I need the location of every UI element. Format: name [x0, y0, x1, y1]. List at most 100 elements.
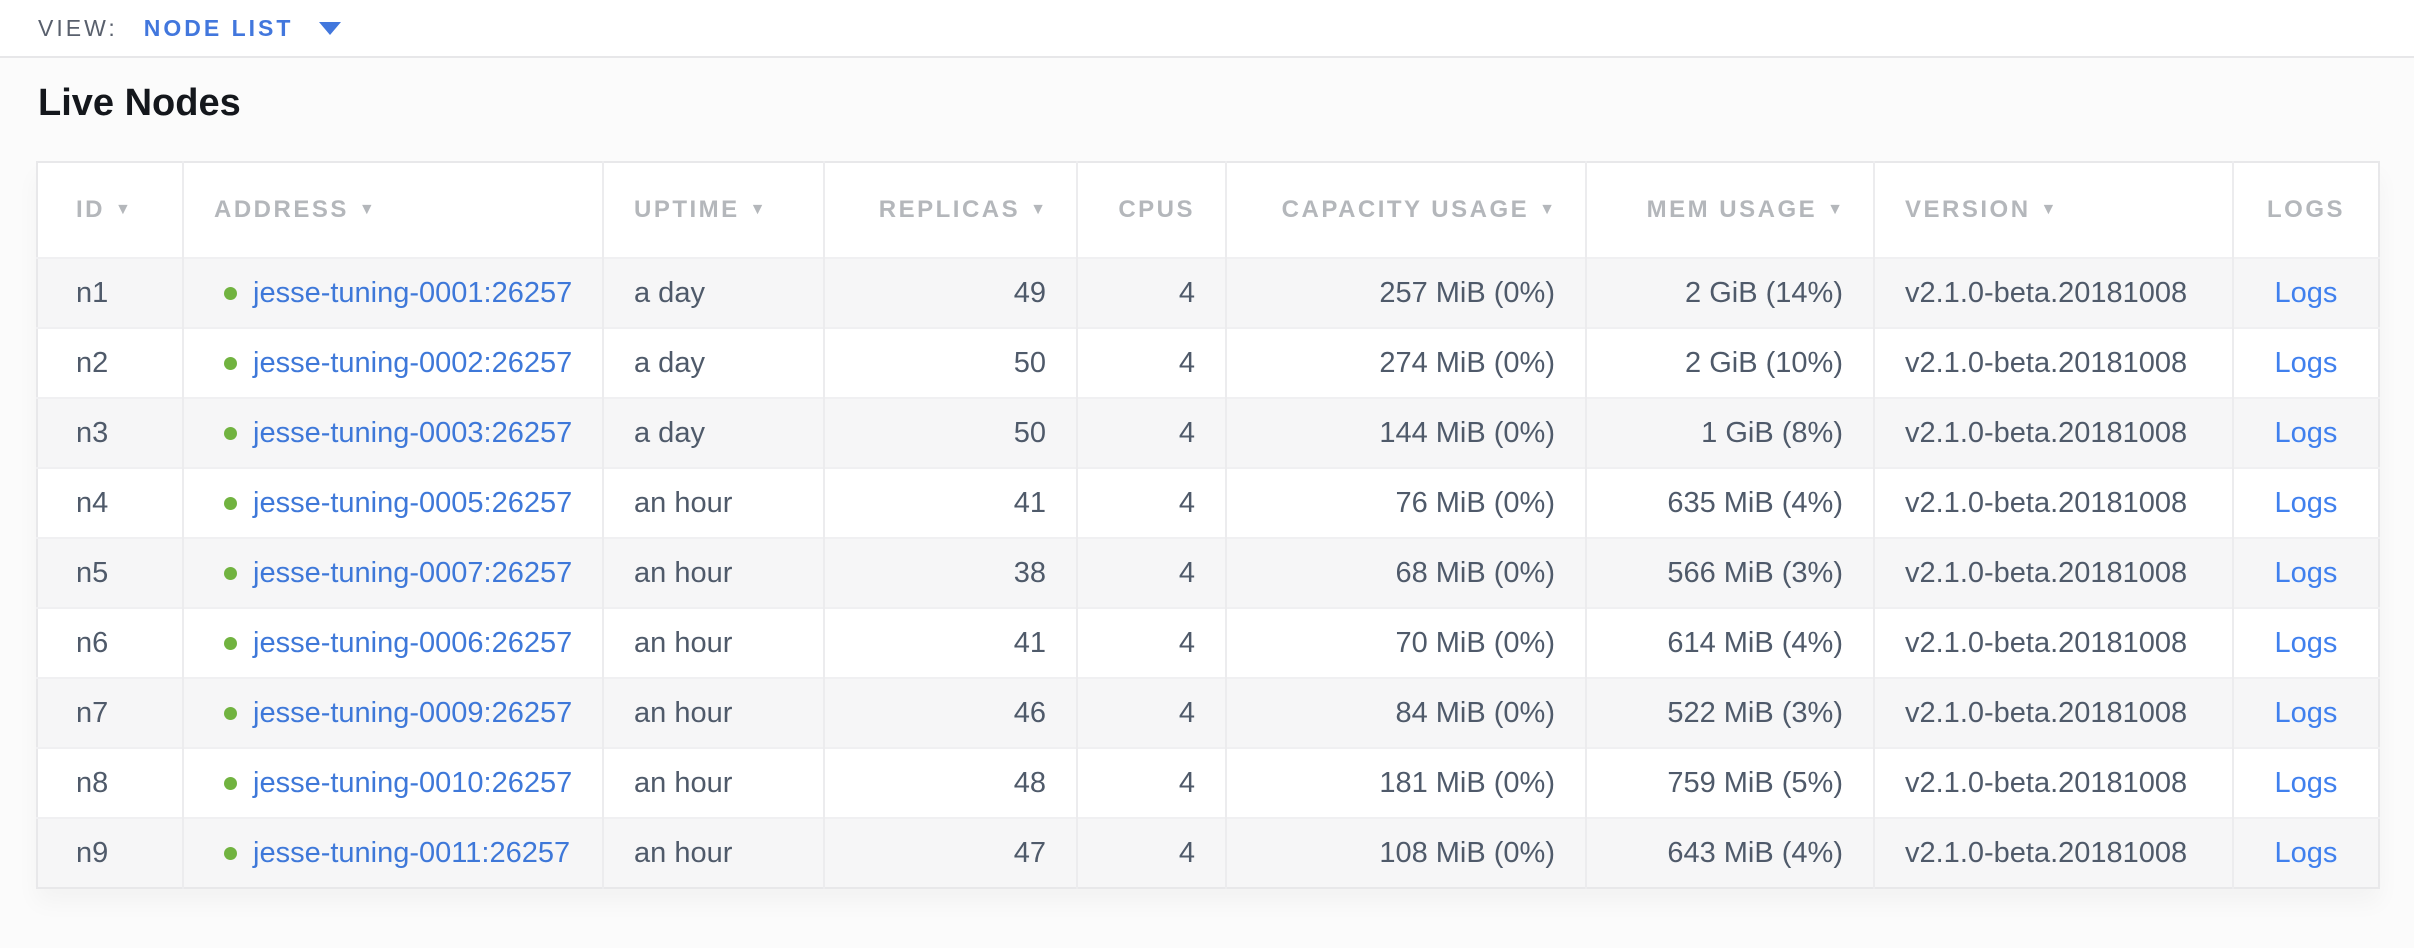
cell-cpus: 4: [1076, 748, 1226, 818]
address-link[interactable]: jesse-tuning-0001:26257: [253, 276, 573, 309]
cell-version: v2.1.0-beta.20181008: [1873, 818, 2233, 888]
logs-link[interactable]: Logs: [2274, 766, 2338, 799]
table-row: n5 jesse-tuning-0007:26257 an hour 38 4 68 Mi…: [37, 538, 2379, 608]
cell-replicas: 47: [823, 818, 1077, 888]
table-row: n8 jesse-tuning-0010:26257 an hour 48 4 181 M…: [37, 748, 2379, 818]
cell-logs: Logs: [2232, 678, 2379, 748]
cell-uptime: a day: [602, 398, 824, 468]
logs-link[interactable]: Logs: [2274, 276, 2338, 309]
cell-capacity: 257 MiB (0%): [1225, 258, 1586, 328]
logs-link[interactable]: Logs: [2274, 556, 2338, 589]
address-link[interactable]: jesse-tuning-0009:26257: [253, 696, 573, 729]
cell-address: jesse-tuning-0009:26257: [182, 678, 603, 748]
cell-address: jesse-tuning-0010:26257: [182, 748, 603, 818]
cell-version: v2.1.0-beta.20181008: [1873, 328, 2233, 398]
table-row: n2 jesse-tuning-0002:26257 a day 50 4 274 MiB…: [37, 328, 2379, 398]
caret-down-icon: ▼: [1030, 201, 1046, 218]
cell-version: v2.1.0-beta.20181008: [1873, 258, 2233, 328]
caret-down-icon: ▼: [358, 201, 375, 218]
green-dot-icon: [224, 356, 237, 370]
caret-down-icon: ▼: [749, 201, 766, 218]
cell-replicas: 48: [823, 748, 1077, 818]
address-link[interactable]: jesse-tuning-0005:26257: [253, 486, 573, 519]
column-header-replicas[interactable]: REPLICAS ▼: [823, 162, 1077, 258]
live-nodes-section: Live Nodes ID ▼ ADDRESS ▼ UPTIME ▼ REPLICAS ▼ CP…: [0, 82, 2414, 889]
cell-logs: Logs: [2232, 398, 2379, 468]
logs-link[interactable]: Logs: [2274, 346, 2338, 379]
green-dot-icon: [224, 636, 237, 650]
table-header-row: ID ▼ ADDRESS ▼ UPTIME ▼ REPLICAS ▼ CPUS CAPACITY …: [37, 162, 2379, 258]
cell-id: n9: [76, 836, 109, 869]
cell-uptime: an hour: [602, 748, 824, 818]
column-header-logs: LOGS: [2232, 162, 2379, 258]
column-header-version[interactable]: VERSION ▼: [1873, 162, 2233, 258]
cell-logs: Logs: [2232, 258, 2379, 328]
green-dot-icon: [224, 776, 237, 790]
column-header-mem[interactable]: MEM USAGE ▼: [1585, 162, 1874, 258]
live-nodes-table: ID ▼ ADDRESS ▼ UPTIME ▼ REPLICAS ▼ CPUS CAPACITY …: [36, 161, 2380, 889]
nodes-table-container: ID ▼ ADDRESS ▼ UPTIME ▼ REPLICAS ▼ CPUS CAPACITY …: [36, 161, 2380, 889]
cell-uptime: an hour: [602, 538, 824, 608]
caret-down-icon: ▼: [2040, 201, 2057, 218]
cell-id: n2: [76, 346, 109, 379]
cell-mem: 643 MiB (4%): [1585, 818, 1874, 888]
cell-replicas: 41: [823, 608, 1077, 678]
table-row: n4 jesse-tuning-0005:26257 an hour 41 4 76 Mi…: [37, 468, 2379, 538]
column-header-address[interactable]: ADDRESS ▼: [182, 162, 603, 258]
cell-uptime: an hour: [602, 608, 824, 678]
table-row: n6 jesse-tuning-0006:26257 an hour 41 4 70 Mi…: [37, 608, 2379, 678]
cell-id: n3: [76, 416, 109, 449]
table-header: ID ▼ ADDRESS ▼ UPTIME ▼ REPLICAS ▼ CPUS CAPACITY …: [37, 162, 2379, 258]
logs-link[interactable]: Logs: [2274, 626, 2338, 659]
cell-version: v2.1.0-beta.20181008: [1873, 468, 2233, 538]
cell-capacity: 68 MiB (0%): [1225, 538, 1586, 608]
address-link[interactable]: jesse-tuning-0010:26257: [253, 766, 573, 799]
cell-mem: 2 GiB (10%): [1585, 328, 1874, 398]
view-dropdown-value: NODE LIST: [143, 14, 294, 41]
cell-version: v2.1.0-beta.20181008: [1873, 748, 2233, 818]
cell-uptime: a day: [602, 258, 824, 328]
cell-uptime: an hour: [602, 678, 824, 748]
cell-capacity: 76 MiB (0%): [1225, 468, 1586, 538]
cell-cpus: 4: [1076, 468, 1226, 538]
address-link[interactable]: jesse-tuning-0003:26257: [253, 416, 573, 449]
green-dot-icon: [224, 496, 237, 510]
logs-link[interactable]: Logs: [2274, 416, 2338, 449]
cell-replicas: 50: [823, 398, 1077, 468]
cell-logs: Logs: [2232, 328, 2379, 398]
logs-link[interactable]: Logs: [2274, 486, 2338, 519]
cell-address: jesse-tuning-0011:26257: [182, 818, 603, 888]
cell-capacity: 181 MiB (0%): [1225, 748, 1586, 818]
cell-logs: Logs: [2232, 608, 2379, 678]
cell-id: n4: [76, 486, 109, 519]
cell-mem: 522 MiB (3%): [1585, 678, 1874, 748]
cell-mem: 614 MiB (4%): [1585, 608, 1874, 678]
address-link[interactable]: jesse-tuning-0006:26257: [253, 626, 573, 659]
cell-capacity: 108 MiB (0%): [1225, 818, 1586, 888]
cell-logs: Logs: [2232, 468, 2379, 538]
cell-logs: Logs: [2232, 538, 2379, 608]
address-link[interactable]: jesse-tuning-0007:26257: [253, 556, 573, 589]
table-row: n7 jesse-tuning-0009:26257 an hour 46 4 84 Mi…: [37, 678, 2379, 748]
cell-address: jesse-tuning-0001:26257: [182, 258, 603, 328]
column-header-capacity[interactable]: CAPACITY USAGE ▼: [1225, 162, 1586, 258]
cell-cpus: 4: [1076, 678, 1226, 748]
logs-link[interactable]: Logs: [2274, 836, 2338, 869]
cell-address: jesse-tuning-0005:26257: [182, 468, 603, 538]
caret-down-icon: ▼: [1539, 201, 1555, 218]
cell-address: jesse-tuning-0003:26257: [182, 398, 603, 468]
page-title: Live Nodes: [38, 82, 241, 124]
cell-logs: Logs: [2232, 748, 2379, 818]
cell-capacity: 274 MiB (0%): [1225, 328, 1586, 398]
address-link[interactable]: jesse-tuning-0011:26257: [253, 836, 571, 869]
view-dropdown[interactable]: NODE LIST: [144, 15, 342, 42]
column-header-id[interactable]: ID ▼: [37, 162, 183, 258]
cell-id: n6: [76, 626, 109, 659]
cell-replicas: 46: [823, 678, 1077, 748]
logs-link[interactable]: Logs: [2274, 696, 2338, 729]
view-bar: VIEW: NODE LIST: [0, 0, 2414, 58]
table-row: n1 jesse-tuning-0001:26257 a day 49 4 257 MiB…: [37, 258, 2379, 328]
cell-replicas: 49: [823, 258, 1077, 328]
column-header-uptime[interactable]: UPTIME ▼: [602, 162, 824, 258]
address-link[interactable]: jesse-tuning-0002:26257: [253, 346, 573, 379]
